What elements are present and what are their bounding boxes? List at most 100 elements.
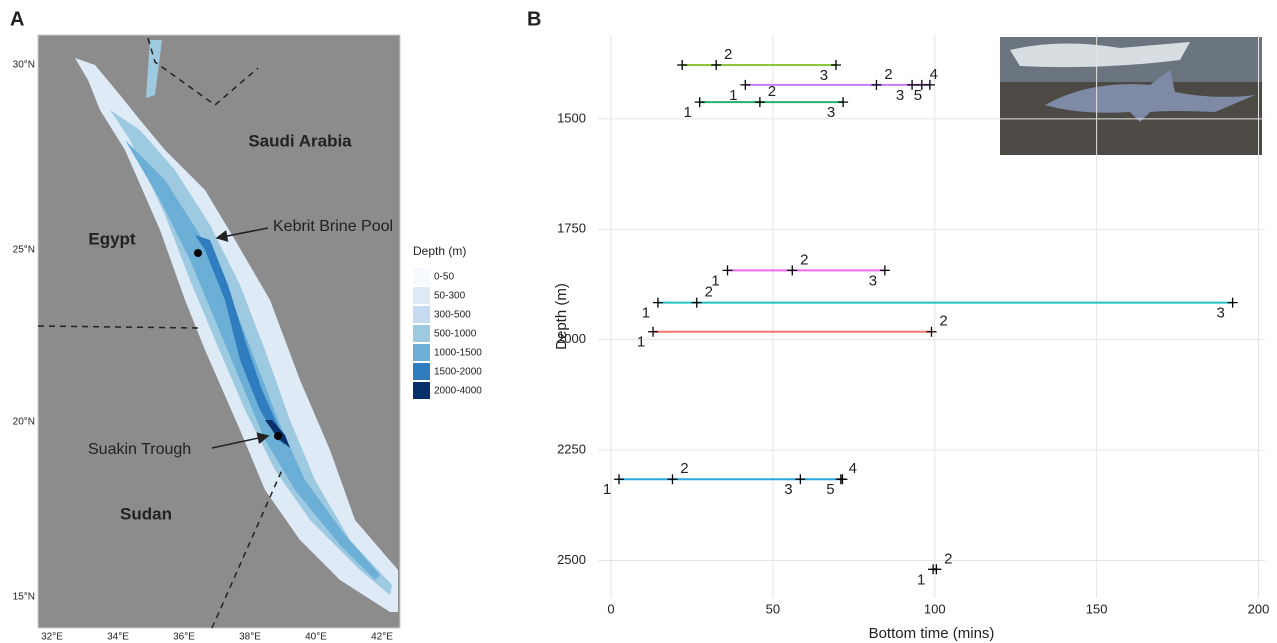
legend-label: 1500-2000 (434, 367, 482, 378)
point-label: 1 (637, 334, 645, 351)
point-label: 1 (683, 104, 691, 121)
sea-trough (195, 235, 285, 445)
point-label: 1 (729, 87, 737, 104)
country-label: Egypt (88, 229, 136, 248)
lon-tick-label: 42°E (371, 632, 393, 643)
point-cross (694, 97, 705, 108)
x-axis-title: Bottom time (mins) (869, 625, 995, 642)
legend-swatch (413, 306, 430, 323)
lon-tick-label: 34°E (107, 632, 129, 643)
point-label: 2 (944, 550, 952, 567)
border (37, 325, 201, 329)
legend-label: 500-1000 (434, 329, 477, 340)
border (147, 37, 259, 106)
point-label: 3 (869, 272, 877, 289)
point-cross (837, 474, 848, 485)
point-label: 2 (884, 66, 892, 83)
point-label: 5 (914, 87, 922, 104)
point-cross (722, 265, 733, 276)
country-label: Saudi Arabia (248, 131, 352, 150)
site-marker (274, 432, 282, 440)
point-label: 5 (826, 481, 834, 498)
point-cross (691, 297, 702, 308)
point-cross (652, 297, 663, 308)
lon-tick-label: 38°E (239, 632, 261, 643)
point-cross (667, 474, 678, 485)
panel-label: A (10, 8, 24, 30)
x-tick-label: 50 (766, 601, 780, 616)
legend-label: 0-50 (434, 272, 454, 283)
point-cross (677, 60, 688, 71)
point-label: 1 (603, 481, 611, 498)
point-cross (879, 265, 890, 276)
legend-label: 2000-4000 (434, 386, 482, 397)
point-label: 2 (939, 313, 947, 330)
point-label: 3 (827, 104, 835, 121)
x-tick-label: 0 (607, 601, 614, 616)
point-cross (830, 60, 841, 71)
legend-swatch (413, 363, 430, 380)
point-label: 3 (1216, 305, 1224, 322)
legend-label: 1000-1500 (434, 348, 482, 359)
x-tick-label: 150 (1086, 601, 1108, 616)
lat-tick-label: 25°N (13, 245, 35, 256)
x-tick-label: 100 (924, 601, 946, 616)
legend-label: 50-300 (434, 291, 466, 302)
legend-swatch (413, 268, 430, 285)
photo-shark (1045, 70, 1255, 122)
legend-swatch (413, 287, 430, 304)
point-cross (931, 564, 942, 575)
point-label: 2 (705, 284, 713, 301)
point-label: 3 (820, 67, 828, 84)
point-label: 3 (896, 87, 904, 104)
lon-tick-label: 32°E (41, 632, 63, 643)
point-label: 4 (849, 460, 857, 477)
point-cross (754, 97, 765, 108)
gulf (146, 40, 162, 98)
annotation: Kebrit Brine Pool (273, 218, 393, 235)
x-tick-label: 200 (1248, 601, 1270, 616)
lon-tick-label: 36°E (173, 632, 195, 643)
point-label: 2 (724, 46, 732, 63)
point-cross (907, 79, 918, 90)
point-cross (795, 474, 806, 485)
plot (598, 35, 1265, 598)
point-cross (787, 265, 798, 276)
y-tick-label: 1750 (557, 221, 586, 236)
point-label: 1 (711, 272, 719, 289)
y-axis-title: Depth (m) (553, 283, 570, 350)
point-label: 3 (784, 481, 792, 498)
lon-tick-label: 40°E (305, 632, 327, 643)
point-cross (614, 474, 625, 485)
arrow (211, 432, 270, 449)
point-label: 2 (800, 251, 808, 268)
legend-swatch (413, 325, 430, 342)
country-label: Sudan (120, 504, 172, 523)
point-cross (871, 79, 882, 90)
sea-deeper (125, 140, 380, 580)
panel-label: B (527, 8, 541, 30)
photo-inset (1000, 37, 1262, 155)
legend-title: Depth (m) (413, 244, 466, 258)
point-cross (838, 97, 849, 108)
photo-object (1010, 42, 1190, 68)
point-label: 1 (642, 305, 650, 322)
point-cross (740, 79, 751, 90)
lat-tick-label: 30°N (13, 60, 35, 71)
point-label: 4 (930, 66, 938, 83)
y-tick-label: 1500 (557, 110, 586, 125)
annotation: Suakin Trough (88, 441, 191, 458)
border (211, 469, 283, 629)
point-cross (926, 326, 937, 337)
point-cross (711, 60, 722, 71)
lat-tick-label: 15°N (13, 592, 35, 603)
lat-tick-label: 20°N (13, 417, 35, 428)
arrow (215, 227, 269, 242)
site-marker (194, 249, 202, 257)
legend-swatch (413, 344, 430, 361)
point-label: 2 (768, 83, 776, 100)
point-cross (924, 79, 935, 90)
point-label: 2 (680, 460, 688, 477)
map: Saudi Arabia Egypt Sudan Kebrit Brine Po… (37, 34, 401, 629)
